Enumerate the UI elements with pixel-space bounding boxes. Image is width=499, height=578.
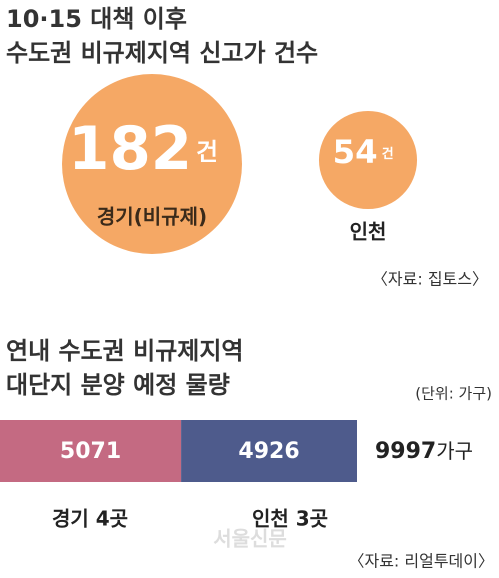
bubble — [318, 110, 418, 210]
bar-segment — [181, 420, 357, 482]
value-unit: 건 — [196, 138, 218, 166]
value-number: 182 — [68, 115, 192, 184]
chart-title: 연내 수도권 비규제지역 — [6, 337, 244, 365]
value-label: 4926 — [238, 439, 299, 464]
unit-label: (단위: 가구) — [415, 385, 492, 403]
value-label: 54 건 — [333, 133, 394, 171]
legend-label: 경기 4곳 — [52, 507, 128, 531]
watermark: 서울신문 — [213, 527, 287, 551]
bubble — [62, 74, 242, 254]
chart-title: 수도권 비규제지역 신고가 건수 — [6, 39, 318, 67]
total-label: 9997가구 — [375, 439, 473, 465]
legend-label: 인천 3곳 — [252, 507, 328, 531]
category-label: 인천 — [350, 220, 387, 244]
value-label: 182 건 — [68, 115, 218, 184]
bar-segment — [0, 420, 182, 482]
total-number: 9997 — [375, 439, 436, 464]
category-label: 경기(비규제) — [97, 205, 207, 229]
source: 〈자료: 집토스〉 — [372, 270, 488, 289]
chart-title: 10·15 대책 이후 — [6, 5, 187, 33]
chart-title: 대단지 분양 예정 물량 — [6, 371, 230, 399]
value-unit: 건 — [382, 146, 394, 162]
total-unit: 가구 — [436, 439, 473, 463]
value-number: 54 — [333, 133, 378, 171]
value-label: 5071 — [60, 439, 121, 464]
source: 〈자료: 리얼투데이〉 — [348, 552, 494, 571]
